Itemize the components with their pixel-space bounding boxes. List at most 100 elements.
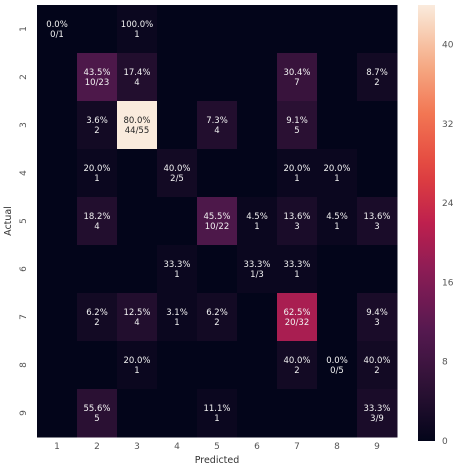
heatmap-cell [157,5,198,54]
colorbar: 0 8 16 24 32 40 [418,5,454,447]
x-tick-label: 8 [334,442,340,452]
heatmap-cell [157,149,198,198]
heatmap-cell [237,149,278,198]
heatmap-cell [277,197,318,246]
cell-annotation: 3.1% 1 [166,308,188,328]
heatmap-cell [357,149,398,198]
cell-annotation: 20.0% 1 [123,356,150,376]
heatmap-cells [37,5,398,438]
heatmap-cell [37,53,78,102]
heatmap-cell [117,101,158,150]
heatmap-cell [37,101,78,150]
heatmap-cell [277,341,318,390]
heatmap-cell [317,197,358,246]
y-axis-ticks: 1 2 3 4 5 6 7 8 9 [19,26,29,416]
cell-annotation: 18.2% 4 [83,212,110,232]
heatmap-cell [317,341,358,390]
x-axis-label: Predicted [195,455,240,466]
heatmap-cell [237,53,278,102]
cell-annotation: 20.0% 1 [283,164,310,184]
colorbar-gradient [418,5,435,441]
heatmap-cell [277,293,318,342]
heatmap-cell [237,245,278,294]
x-tick-label: 4 [174,442,180,452]
cell-annotation: 9.4% 3 [366,308,388,328]
heatmap-cell [357,53,398,102]
heatmap-cell [157,101,198,150]
cell-annotation: 3.6% 2 [86,116,108,136]
heatmap-cell [237,101,278,150]
heatmap-cell [37,341,78,390]
heatmap-cell [117,341,158,390]
heatmap-cell [117,149,158,198]
heatmap-cell [37,389,78,438]
x-axis-ticks: 1 2 3 4 5 6 7 8 9 [54,442,380,452]
heatmap-cell [157,293,198,342]
colorbar-tick-label: 24 [442,199,454,209]
cell-annotation: 33.3% 1 [283,260,310,280]
cell-annotation: 100.0% 1 [121,20,153,40]
heatmap-cell [357,197,398,246]
cell-annotation: 80.0% 44/55 [123,116,150,136]
heatmap-cell [117,197,158,246]
heatmap-cell [357,389,398,438]
cell-annotation: 8.7% 2 [366,68,388,88]
heatmap-cell [37,197,78,246]
heatmap-cell [117,389,158,438]
heatmap-cell [117,293,158,342]
cell-annotation: 55.6% 5 [83,404,110,424]
heatmap-cell [317,293,358,342]
heatmap-cell [117,5,158,54]
heatmap-cell [77,53,118,102]
y-tick-label: 7 [19,314,29,320]
cell-annotation: 33.3% 1 [163,260,190,280]
x-tick-label: 3 [134,442,140,452]
heatmap-cell [37,149,78,198]
x-tick-label: 5 [214,442,220,452]
y-axis-label: Actual [3,206,14,236]
heatmap-cell [77,245,118,294]
heatmap-cell [197,293,238,342]
heatmap-cell [317,149,358,198]
colorbar-tick-label: 32 [442,120,453,130]
heatmap-cell [157,53,198,102]
heatmap-cell [277,5,318,54]
x-tick-label: 9 [374,442,380,452]
y-tick-label: 2 [19,74,29,80]
cell-annotation: 43.5% 10/23 [83,68,110,88]
heatmap-cell [77,101,118,150]
colorbar-tick-label: 16 [442,278,454,288]
cell-annotation: 62.5% 20/32 [283,308,310,328]
heatmap-cell [237,293,278,342]
heatmap-cell [77,389,118,438]
heatmap-cell [237,197,278,246]
heatmap-cell [317,245,358,294]
y-tick-label: 3 [19,122,29,128]
colorbar-tick-label: 0 [442,437,448,447]
heatmap-cell [357,5,398,54]
heatmap-cell [237,5,278,54]
heatmap-cell [317,389,358,438]
cell-annotation: 11.1% 1 [203,404,230,424]
heatmap-cell [197,245,238,294]
heatmap-cell [37,5,78,54]
cell-annotation: 4.5% 1 [246,212,268,232]
heatmap-cell [237,389,278,438]
cell-annotation: 6.2% 2 [206,308,228,328]
heatmap-cell [277,389,318,438]
x-tick-label: 6 [254,442,260,452]
cell-annotation: 7.3% 4 [206,116,228,136]
heatmap-cell [277,149,318,198]
heatmap-cell [357,341,398,390]
heatmap-cell [157,389,198,438]
heatmap-cell [317,53,358,102]
cell-annotation: 6.2% 2 [86,308,108,328]
cell-annotation: 33.3% 3/9 [363,404,390,424]
cell-annotation: 9.1% 5 [286,116,308,136]
heatmap-cell [357,245,398,294]
heatmap-cell [277,245,318,294]
cell-annotation: 40.0% 2 [363,356,390,376]
heatmap-cell [237,341,278,390]
heatmap-cell [77,293,118,342]
cell-annotation: 0.0% 0/5 [326,356,348,376]
